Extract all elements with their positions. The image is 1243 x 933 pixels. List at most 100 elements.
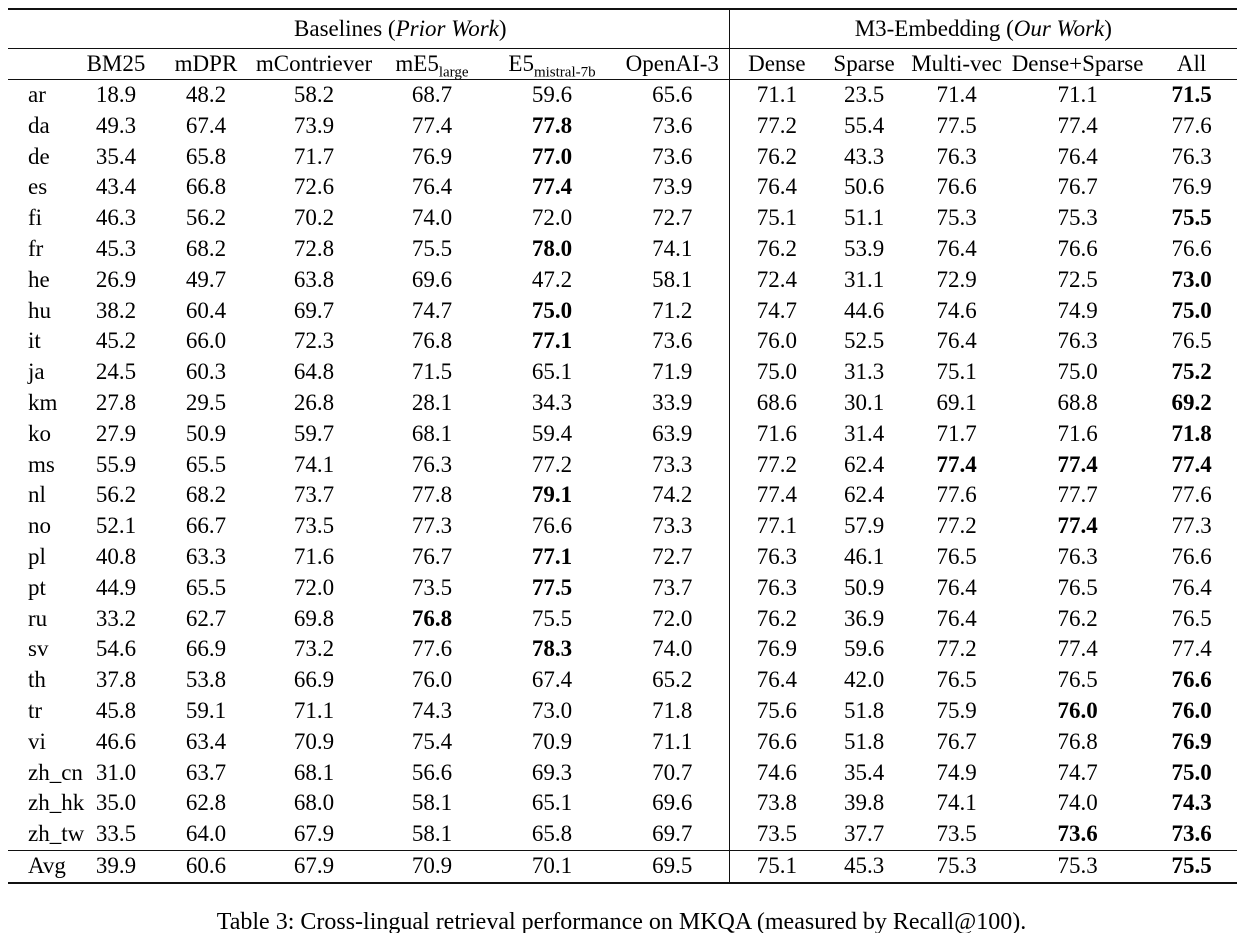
value-cell: 33.2 <box>95 605 137 631</box>
value-cell: 76.0 <box>1057 697 1098 723</box>
value-cell: 76.5 <box>936 667 977 693</box>
value-cell: 65.1 <box>531 790 573 816</box>
value-cell: 33.9 <box>616 387 730 419</box>
value-cell: 66.8 <box>185 174 227 200</box>
value-cell: 69.8 <box>293 605 335 631</box>
col-header-bm25: BM25 <box>72 48 160 80</box>
value-cell: 76.6 <box>1171 543 1212 569</box>
value-cell: 63.4 <box>185 728 227 754</box>
value-cell: 73.5 <box>411 574 453 600</box>
value-cell: 64.8 <box>293 359 335 385</box>
table-head: Baselines (Prior Work) M3-Embedding (Our… <box>8 9 1238 81</box>
value-cell: 75.3 <box>936 205 977 231</box>
value-cell: 76.6 <box>531 513 573 539</box>
table-row: zh_cn 31.0 63.7 68.1 56.6 69.3 70.7 74.6 35.4 74.… <box>8 757 1237 789</box>
value-cell: 65.8 <box>185 143 227 169</box>
table-row: vi 46.6 63.4 70.9 75.4 70.9 71.1 76.6 51.8 76.7 76… <box>8 726 1237 758</box>
value-cell: 74.1 <box>936 790 977 816</box>
value-cell: 77.5 <box>531 574 573 600</box>
value-cell: 76.2 <box>1057 605 1098 631</box>
value-cell: 52.5 <box>843 328 885 354</box>
value-cell: 59.1 <box>185 697 227 723</box>
value-cell: 27.9 <box>95 420 137 446</box>
value-cell: 71.6 <box>1057 420 1098 446</box>
value-cell: 72.6 <box>293 174 335 200</box>
value-cell: 71.5 <box>411 359 453 385</box>
value-cell: 76.4 <box>756 174 797 200</box>
value-cell: 58.1 <box>411 821 453 847</box>
value-cell: 75.0 <box>756 359 797 385</box>
value-cell: 45.2 <box>95 328 137 354</box>
value-cell: 46.3 <box>95 205 137 231</box>
value-cell: 76.4 <box>756 667 797 693</box>
value-cell: 66.7 <box>185 513 227 539</box>
value-cell: 76.9 <box>756 636 797 662</box>
value-cell: 77.6 <box>1171 482 1212 508</box>
col-header-multi-vec: Multi-vec <box>904 48 1010 80</box>
value-cell: 56.2 <box>95 482 137 508</box>
value-cell: 51.8 <box>843 728 885 754</box>
table-row: th 37.8 53.8 66.9 76.0 67.4 65.2 76.4 42.0 76.5 76… <box>8 665 1237 696</box>
col-header-sparse: Sparse <box>824 48 905 80</box>
value-cell: 75.3 <box>1057 852 1098 878</box>
language-label: ja <box>28 359 45 385</box>
value-cell: 50.6 <box>843 174 885 200</box>
value-cell: 76.8 <box>1057 728 1098 754</box>
value-cell: 74.3 <box>411 697 453 723</box>
language-label: ru <box>28 605 48 631</box>
value-cell: 66.9 <box>185 636 227 662</box>
group-header-m3-embedding: M3-Embedding (Our Work) <box>729 9 1238 49</box>
value-cell: 23.5 <box>843 82 885 107</box>
value-cell: 31.0 <box>95 759 137 785</box>
corner-blank-cell <box>8 9 72 49</box>
value-cell: 73.6 <box>1057 821 1098 847</box>
value-cell: 74.3 <box>1171 790 1212 816</box>
table-row: zh_tw 33.5 64.0 67.9 58.1 65.8 69.7 73.5 37.7 73.… <box>8 819 1237 851</box>
table-row: pl 40.8 63.3 71.6 76.7 77.1 72.7 76.3 46.1 76.5 76… <box>8 541 1237 573</box>
value-cell: 65.8 <box>531 821 573 847</box>
value-cell: 55.4 <box>843 112 885 138</box>
table-row: fi 46.3 56.2 70.2 74.0 72.0 72.7 75.1 51.1 75.3 75… <box>8 203 1237 234</box>
value-cell: 76.6 <box>1057 235 1098 261</box>
value-cell: 77.2 <box>756 112 797 138</box>
value-cell: 73.2 <box>293 636 335 662</box>
value-cell: 53.9 <box>843 235 885 261</box>
value-cell: 68.2 <box>185 482 227 508</box>
value-cell: 57.9 <box>843 513 885 539</box>
value-cell: 71.9 <box>616 357 730 388</box>
value-cell: 53.8 <box>185 667 227 693</box>
value-cell: 70.9 <box>531 728 573 754</box>
value-cell: 68.6 <box>756 389 797 415</box>
value-cell: 68.7 <box>411 82 453 107</box>
group-header-row: Baselines (Prior Work) M3-Embedding (Our… <box>8 9 1238 49</box>
value-cell: 70.1 <box>531 852 573 878</box>
value-cell: 31.1 <box>843 266 885 292</box>
value-cell: 45.3 <box>843 852 885 878</box>
value-cell: 75.5 <box>411 235 453 261</box>
value-cell: 77.6 <box>936 482 977 508</box>
table-row: he 26.9 49.7 63.8 69.6 47.2 58.1 72.4 31.1 72.9 72… <box>8 264 1237 296</box>
value-cell: 77.4 <box>756 482 797 508</box>
value-cell: 76.4 <box>936 235 977 261</box>
header-subscript: mistral-7b <box>533 64 596 81</box>
value-cell: 76.0 <box>1171 697 1212 723</box>
value-cell: 69.6 <box>616 788 730 820</box>
value-cell: 76.3 <box>756 543 797 569</box>
value-cell: 78.0 <box>531 235 573 261</box>
value-cell: 76.3 <box>1171 143 1212 169</box>
value-cell: 37.8 <box>95 667 137 693</box>
value-cell: 35.4 <box>843 759 885 785</box>
table-row: it 45.2 66.0 72.3 76.8 77.1 73.6 76.0 52.5 76.4 76… <box>8 326 1237 358</box>
value-cell: 63.8 <box>293 266 335 292</box>
value-cell: 70.9 <box>411 852 453 878</box>
value-cell: 48.2 <box>185 82 227 107</box>
value-cell: 50.9 <box>185 420 227 446</box>
value-cell: 18.9 <box>95 82 137 107</box>
value-cell: 77.2 <box>936 513 977 539</box>
value-cell: 69.7 <box>293 297 335 323</box>
value-cell: 44.6 <box>843 297 885 323</box>
value-cell: 42.0 <box>843 667 885 693</box>
value-cell: 74.0 <box>616 634 730 666</box>
value-cell: 72.0 <box>293 574 335 600</box>
table-row: de 35.4 65.8 71.7 76.9 77.0 73.6 76.2 43.3 76.3 76… <box>8 141 1237 173</box>
